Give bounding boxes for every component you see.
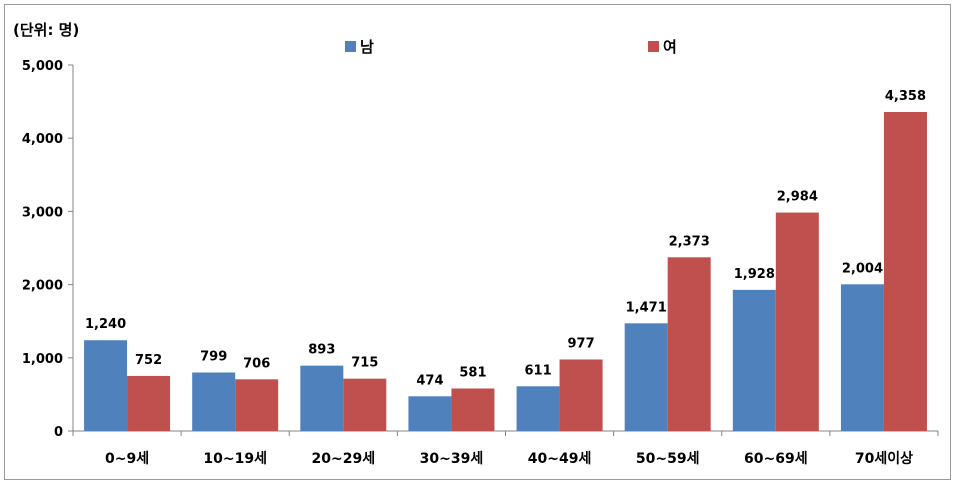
data-label: 706 bbox=[243, 356, 270, 371]
data-label: 611 bbox=[524, 363, 551, 378]
bar-male bbox=[840, 284, 884, 431]
legend-female: 여 bbox=[648, 36, 677, 57]
data-label: 581 bbox=[459, 365, 486, 380]
x-tick-label: 20~29세 bbox=[312, 451, 376, 467]
data-label: 799 bbox=[200, 350, 227, 365]
x-tick-label: 60~69세 bbox=[744, 451, 808, 467]
bar-chart: 0 1,000 2,000 3,000 4,000 5,000 0~9세 1,240 752 10… bbox=[22, 59, 939, 467]
bar-male bbox=[192, 372, 236, 431]
bar-male bbox=[516, 386, 560, 431]
data-label: 1,471 bbox=[626, 300, 667, 315]
legend-male: 남 bbox=[345, 36, 374, 57]
bar-female bbox=[883, 111, 927, 432]
data-label: 2,373 bbox=[669, 234, 710, 249]
bar-male bbox=[408, 396, 452, 431]
bar-female bbox=[127, 375, 171, 431]
legend-male-label: 남 bbox=[360, 38, 374, 56]
data-label: 2,984 bbox=[777, 190, 818, 205]
bar-female bbox=[775, 212, 819, 431]
legend-female-label: 여 bbox=[663, 38, 677, 56]
y-tick-label: 0 bbox=[54, 425, 63, 440]
data-label: 893 bbox=[308, 343, 335, 358]
x-tick-label: 50~59세 bbox=[636, 451, 700, 467]
y-tick-label: 4,000 bbox=[22, 132, 63, 147]
x-tick-label: 70세이상 bbox=[855, 450, 913, 467]
bar-male bbox=[300, 365, 344, 431]
x-tick-label: 40~49세 bbox=[528, 451, 592, 467]
y-tick-label: 3,000 bbox=[22, 205, 63, 220]
legend-male-swatch bbox=[345, 41, 356, 52]
bar-female bbox=[343, 378, 387, 431]
data-label: 715 bbox=[351, 356, 378, 371]
chart-frame: (단위: 명) 남 여 0 1,000 2,000 3,000 4,000 5,000 0~… bbox=[4, 4, 951, 480]
legend-female-swatch bbox=[648, 41, 659, 52]
bar-female bbox=[559, 359, 603, 431]
data-label: 752 bbox=[135, 353, 162, 368]
x-tick-label: 30~39세 bbox=[420, 451, 484, 467]
bar-male bbox=[84, 340, 128, 431]
data-label: 1,928 bbox=[734, 267, 775, 282]
bar-female bbox=[235, 379, 279, 431]
x-tick-label: 0~9세 bbox=[105, 451, 149, 467]
y-tick-label: 5,000 bbox=[22, 59, 63, 74]
unit-label: (단위: 명) bbox=[13, 21, 80, 39]
bar-male bbox=[732, 289, 776, 431]
data-label: 4,358 bbox=[885, 89, 926, 104]
bar-male bbox=[624, 323, 668, 431]
data-label: 2,004 bbox=[842, 261, 883, 276]
y-tick-label: 1,000 bbox=[22, 352, 63, 367]
bar-female bbox=[451, 388, 495, 431]
y-tick-label: 2,000 bbox=[22, 279, 63, 294]
data-label: 977 bbox=[567, 336, 594, 351]
bar-female bbox=[667, 257, 711, 431]
x-tick-label: 10~19세 bbox=[203, 451, 267, 467]
data-label: 1,240 bbox=[85, 317, 126, 332]
data-label: 474 bbox=[416, 373, 443, 388]
